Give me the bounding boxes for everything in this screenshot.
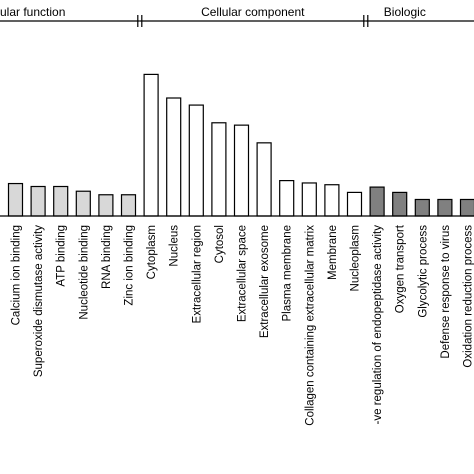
category-label-collagen-containing-extracellular-matrix: Collagen containing extracellular matrix <box>304 225 316 426</box>
category-labels: Calcium ion binding Superoxide dismutase … <box>11 224 474 426</box>
bar-rna-binding <box>98 194 114 217</box>
category-label-rna-binding: RNA binding <box>101 225 113 289</box>
bar-extracellular-space <box>233 124 250 217</box>
category-label-atp-binding: ATP binding <box>56 225 68 287</box>
bar-atp-binding <box>53 185 69 217</box>
bar-zinc-ion-binding <box>120 194 137 217</box>
group-header-cellular-component: Cellular component <box>201 5 305 19</box>
bar-cytosol <box>211 122 227 217</box>
bar-ve-regulation-of-endopeptidase-activity <box>369 186 385 217</box>
category-label-oxygen-transport: Oxygen transport <box>395 224 407 313</box>
category-label-calcium-ion-binding: Calcium ion binding <box>11 225 23 325</box>
bar-nucleus <box>166 97 182 217</box>
bar-nucleotide-binding <box>75 190 91 217</box>
category-label-oxidation-reduction-process: Oxidation reduction process <box>463 225 474 368</box>
category-label-zinc-ion-binding: Zinc ion binding <box>124 225 136 306</box>
bar-defense-response-to-virus <box>437 198 453 217</box>
bar-superoxide-dismutase-activity <box>30 185 46 217</box>
category-label-cytoplasm: Cytoplasm <box>146 225 158 279</box>
category-label-nucleoplasm: Nucleoplasm <box>350 225 362 291</box>
group-headers: ular function Cellular component Biologic <box>0 5 474 27</box>
group-header-ular-function: ular function <box>0 5 65 19</box>
bar-plasma-membrane <box>279 180 295 217</box>
category-label-cytosol: Cytosol <box>214 225 226 263</box>
bar-membrane <box>324 184 340 217</box>
group-header-biologic: Biologic <box>384 5 426 19</box>
category-label-defense-response-to-virus: Defense response to virus <box>440 225 452 359</box>
bar-glycolytic-process <box>414 198 430 217</box>
category-label-plasma-membrane: Plasma membrane <box>282 225 294 322</box>
category-label-membrane: Membrane <box>327 225 339 280</box>
category-label-nucleus: Nucleus <box>169 225 181 267</box>
category-label-superoxide-dismutase-activity: Superoxide dismutase activity <box>33 225 45 377</box>
bar-extracellular-region <box>188 104 204 217</box>
bar-extracellular-exosome <box>256 142 272 217</box>
category-label-ve-regulation-of-endopeptidase-activity: -ve regulation of endopeptidase activity <box>372 225 384 425</box>
bar-cytoplasm <box>143 73 159 217</box>
bar-nucleoplasm <box>346 191 363 217</box>
bar-collagen-containing-extracellular-matrix <box>301 182 317 217</box>
category-label-extracellular-exosome: Extracellular exosome <box>259 225 271 338</box>
bar-oxygen-transport <box>392 191 408 217</box>
bar-calcium-ion-binding <box>7 182 24 217</box>
category-label-nucleotide-binding: Nucleotide binding <box>78 225 90 320</box>
category-label-extracellular-space: Extracellular space <box>237 225 249 322</box>
category-label-glycolytic-process: Glycolytic process <box>417 225 429 318</box>
bar-oxidation-reduction-process <box>459 198 474 217</box>
category-label-extracellular-region: Extracellular region <box>191 225 203 323</box>
bars <box>7 73 474 217</box>
